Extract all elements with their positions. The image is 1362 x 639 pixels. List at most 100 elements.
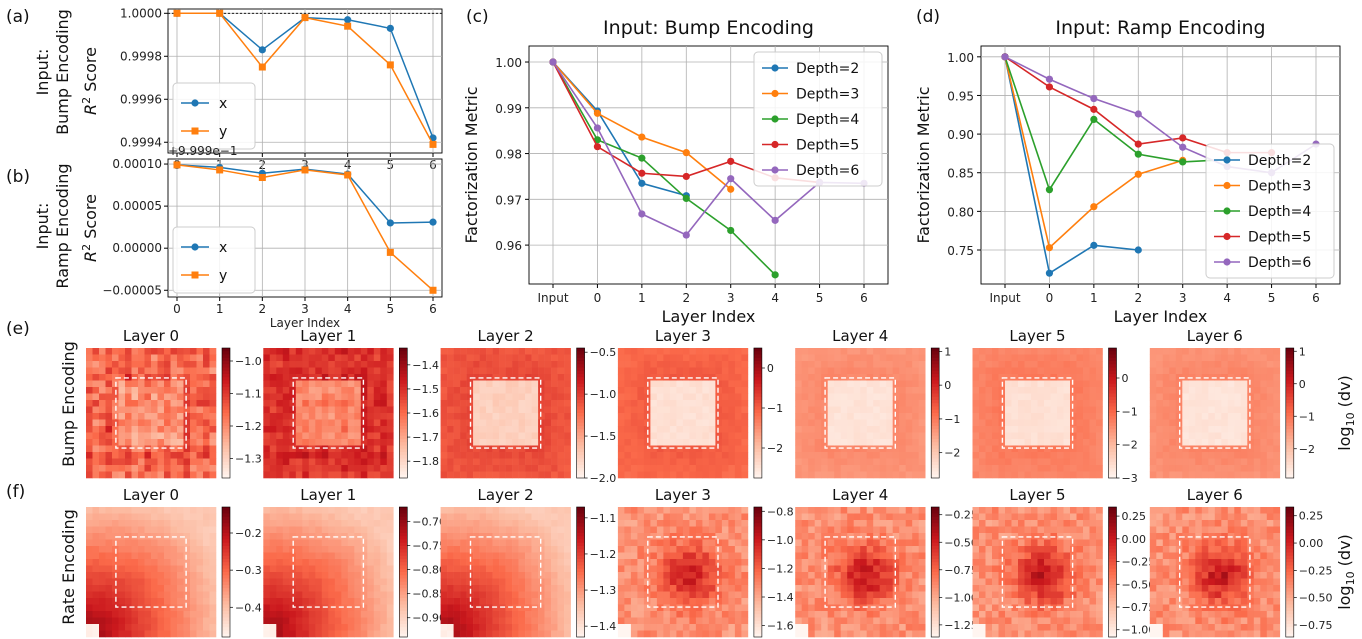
heatmap-cell-e-5	[1050, 432, 1058, 440]
heatmap-cell-e-5	[1089, 367, 1097, 375]
heatmap-cell-e-1	[289, 367, 297, 375]
heatmap-cell-f-1	[360, 611, 368, 618]
heatmap-cell-e-1	[269, 413, 277, 420]
heatmap-cell-e-1	[282, 374, 290, 381]
heatmap-cell-e-1	[341, 400, 349, 407]
heatmap-cell-e-0	[138, 458, 145, 466]
colorbar-segment-f-2	[576, 539, 585, 544]
heatmap-cell-e-1	[269, 380, 277, 388]
heatmap-cell-e-0	[125, 452, 132, 459]
heatmap-cell-f-0	[183, 617, 191, 625]
heatmap-cell-e-3	[741, 419, 749, 427]
heatmap-cell-f-1	[354, 552, 362, 560]
heatmap-cell-e-2	[538, 374, 545, 381]
heatmap-cell-e-6	[1227, 380, 1235, 388]
heatmap-cell-f-1	[334, 513, 342, 521]
colorbar-segment-e-3	[753, 361, 762, 365]
heatmap-cell-f-2	[531, 591, 539, 599]
heatmap-cell-f-2	[460, 591, 467, 599]
heatmap-cell-e-5	[992, 361, 999, 368]
heatmap-cell-f-2	[447, 604, 454, 612]
heatmap-cell-e-4	[827, 393, 835, 401]
heatmap-cell-f-2	[473, 565, 480, 573]
heatmap-cell-e-6	[1201, 445, 1209, 453]
heatmap-cell-e-6	[1149, 452, 1157, 459]
heatmap-cell-e-1	[302, 452, 310, 459]
heatmap-cell-e-5	[1037, 348, 1045, 355]
heatmap-cell-f-0	[157, 507, 165, 514]
heatmap-cell-f-2	[473, 507, 480, 514]
heatmap-cell-f-1	[295, 546, 303, 553]
heatmap-cell-e-3	[624, 419, 632, 427]
heatmap-cell-e-0	[203, 413, 210, 420]
heatmap-cell-e-2	[499, 432, 506, 440]
heatmap-cell-e-6	[1188, 354, 1196, 362]
heatmap-cell-f-2	[479, 526, 487, 534]
heatmap-cell-e-5	[998, 426, 1006, 433]
heatmap-cell-f-1	[386, 565, 394, 573]
heatmap-cell-e-0	[138, 413, 145, 420]
heatmap-cell-f-3	[624, 598, 632, 605]
heatmap-cell-e-5	[979, 458, 986, 466]
heatmap-cell-f-2	[544, 565, 552, 573]
heatmap-cell-f-0	[144, 513, 152, 521]
heatmap-cell-f-0	[86, 604, 93, 612]
heatmap-cell-f-0	[131, 559, 139, 566]
heatmap-cell-e-1	[315, 439, 323, 446]
xtick-label-d: 1	[1090, 291, 1098, 305]
heatmap-cell-e-1	[367, 348, 375, 355]
heatmap-cell-f-1	[373, 526, 381, 534]
colorbar-segment-e-5	[1108, 448, 1117, 453]
heatmap-cell-e-1	[373, 387, 381, 394]
heatmap-cell-f-2	[544, 507, 552, 514]
heatmap-cell-e-0	[138, 445, 145, 453]
heatmap-cell-e-6	[1266, 406, 1274, 414]
colorbar-segment-e-1	[399, 370, 408, 375]
heatmap-cell-f-1	[380, 507, 388, 514]
heatmap-cell-e-4	[840, 419, 848, 427]
heatmap-cell-e-3	[676, 458, 684, 466]
heatmap-cell-e-0	[209, 400, 217, 407]
heatmap-cell-e-4	[840, 458, 848, 466]
heatmap-cell-f-2	[531, 507, 539, 514]
heatmap-cell-e-1	[321, 400, 329, 407]
colorbar-segment-e-1	[399, 406, 408, 411]
heatmap-cell-f-1	[263, 546, 271, 553]
heatmap-cell-e-4	[886, 406, 893, 414]
heatmap-cell-e-4	[899, 361, 906, 368]
heatmap-cell-e-6	[1221, 432, 1229, 440]
heatmap-cell-e-3	[663, 439, 671, 446]
heatmap-cell-e-2	[492, 393, 500, 401]
heatmap-cell-e-6	[1266, 348, 1274, 355]
heatmap-cell-e-3	[676, 439, 684, 446]
heatmap-cell-e-3	[728, 413, 736, 420]
colorbar-segment-e-2	[576, 419, 585, 424]
heatmap-cell-e-4	[827, 380, 835, 388]
heatmap-cell-e-5	[1031, 393, 1038, 401]
heatmap-cell-f-2	[505, 539, 513, 547]
heatmap-cell-e-5	[1096, 426, 1103, 433]
heatmap-cell-f-2	[518, 617, 526, 625]
heatmap-cell-e-0	[183, 452, 191, 459]
heatmap-cell-e-5	[998, 445, 1006, 453]
heatmap-cell-e-1	[321, 367, 329, 375]
heatmap-cell-e-4	[905, 465, 913, 472]
colorbar-segment-e-0	[222, 370, 230, 375]
heatmap-cell-f-2	[486, 565, 493, 573]
heatmap-cell-f-1	[282, 630, 290, 638]
heatmap-cell-e-2	[492, 432, 500, 440]
heatmap-cell-e-5	[1096, 400, 1103, 407]
heatmap-cell-e-5	[1057, 348, 1064, 355]
heatmap-cell-e-4	[879, 354, 887, 362]
heatmap-cell-f-0	[203, 565, 210, 573]
xtick-label-c: 0	[594, 291, 602, 305]
heatmap-cell-f-2	[564, 513, 571, 521]
heatmap-cell-e-1	[360, 432, 368, 440]
heatmap-cell-e-5	[1031, 439, 1038, 446]
colorbar-frame-f	[221, 506, 231, 638]
heatmap-cell-e-0	[203, 380, 210, 388]
colorbar-segment-e-3	[753, 468, 762, 472]
heatmap-cell-e-4	[795, 458, 802, 466]
colorbar-tick-label-f: −0.70	[412, 515, 446, 528]
heatmap-cell-e-3	[669, 419, 677, 427]
